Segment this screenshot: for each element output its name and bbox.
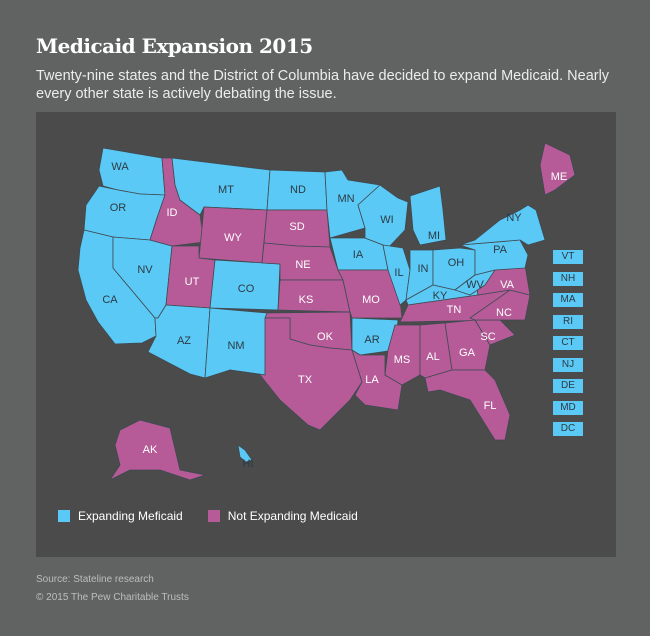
state-label-nd: ND xyxy=(290,184,306,196)
state-mi xyxy=(409,185,447,246)
state-label-nc: NC xyxy=(496,307,512,319)
map-panel: WA OR CA NV ID MT WY UT CO AZ NM ND SD NE KS OK TX MN IA MO… xyxy=(36,112,616,557)
copyright-note: © 2015 The Pew Charitable Trusts xyxy=(36,592,189,603)
small-states-list: VT NH MA RI CT NJ DE MD DC xyxy=(553,250,583,444)
state-label-ms: MS xyxy=(394,354,411,366)
state-label-ak: AK xyxy=(143,444,158,456)
state-label-ca: CA xyxy=(102,294,118,306)
state-label-sd: SD xyxy=(289,221,304,233)
state-label-ks: KS xyxy=(299,294,314,306)
legend: Expanding Meficaid Not Expanding Medicai… xyxy=(58,509,383,523)
state-label-id: ID xyxy=(167,207,178,219)
state-hi xyxy=(237,444,253,463)
state-tx xyxy=(229,317,363,431)
state-label-tx: TX xyxy=(298,374,313,386)
state-la xyxy=(351,349,403,411)
legend-item-expanding: Expanding Meficaid xyxy=(58,509,183,523)
small-state-box-nh: NH xyxy=(553,271,583,286)
state-label-ut: UT xyxy=(185,276,200,288)
small-state-box-nj: NJ xyxy=(553,357,583,372)
small-state-box-md: MD xyxy=(553,400,583,415)
state-label-ga: GA xyxy=(459,347,476,359)
state-label-wa: WA xyxy=(111,161,129,173)
state-label-me: ME xyxy=(551,171,568,183)
state-label-wi: WI xyxy=(380,214,393,226)
state-label-il: IL xyxy=(394,267,403,279)
state-label-ok: OK xyxy=(317,331,334,343)
state-label-wy: WY xyxy=(224,232,242,244)
small-state-box-ct: CT xyxy=(553,336,583,350)
state-label-in: IN xyxy=(418,263,429,275)
state-label-sc: SC xyxy=(480,331,495,343)
state-label-oh: OH xyxy=(448,257,465,269)
state-label-or: OR xyxy=(110,202,127,214)
state-fl xyxy=(424,369,511,441)
state-label-az: AZ xyxy=(177,335,191,347)
state-label-wv: WV xyxy=(466,279,484,291)
state-pa xyxy=(459,239,529,276)
us-map: WA OR CA NV ID MT WY UT CO AZ NM ND SD NE KS OK TX MN IA MO… xyxy=(77,142,576,481)
state-wv xyxy=(454,269,496,296)
state-ks xyxy=(277,279,351,313)
state-label-ny: NY xyxy=(506,212,522,224)
state-label-nm: NM xyxy=(227,340,244,352)
legend-label-expanding: Expanding Meficaid xyxy=(78,509,183,523)
chart-subtitle: Twenty-nine states and the District of C… xyxy=(36,68,610,102)
state-label-la: LA xyxy=(365,374,379,386)
state-label-hi: HI xyxy=(243,458,254,470)
state-label-co: CO xyxy=(238,283,255,295)
state-me xyxy=(539,142,576,196)
state-label-pa: PA xyxy=(493,244,508,256)
state-ny xyxy=(459,204,546,246)
state-label-ar: AR xyxy=(364,334,379,346)
state-ak xyxy=(109,419,206,481)
state-label-mo: MO xyxy=(362,294,380,306)
state-wi xyxy=(357,184,409,249)
state-label-ky: KY xyxy=(433,290,448,302)
chart-title: Medicaid Expansion 2015 xyxy=(36,34,313,58)
state-label-fl: FL xyxy=(484,400,497,412)
small-state-box-dc: DC xyxy=(553,422,583,436)
legend-label-not-expanding: Not Expanding Medicaid xyxy=(227,509,358,523)
state-ar xyxy=(351,317,399,356)
legend-swatch-expanding xyxy=(58,510,70,522)
state-label-mt: MT xyxy=(218,184,234,196)
legend-item-not-expanding: Not Expanding Medicaid xyxy=(207,509,358,523)
small-state-box-ma: MA xyxy=(553,293,583,307)
state-label-mn: MN xyxy=(337,193,354,205)
small-state-box-ri: RI xyxy=(553,314,583,329)
state-label-ia: IA xyxy=(353,249,364,261)
state-label-nv: NV xyxy=(137,264,153,276)
state-label-tn: TN xyxy=(447,304,462,316)
state-label-va: VA xyxy=(500,279,515,291)
source-note: Source: Stateline research xyxy=(36,574,154,585)
state-label-ne: NE xyxy=(295,259,310,271)
state-ga xyxy=(444,319,491,371)
small-state-box-de: DE xyxy=(553,379,583,393)
small-state-box-vt: VT xyxy=(553,250,583,264)
state-label-mi: MI xyxy=(428,230,440,242)
legend-swatch-not-expanding xyxy=(207,510,220,522)
state-label-al: AL xyxy=(426,351,439,363)
